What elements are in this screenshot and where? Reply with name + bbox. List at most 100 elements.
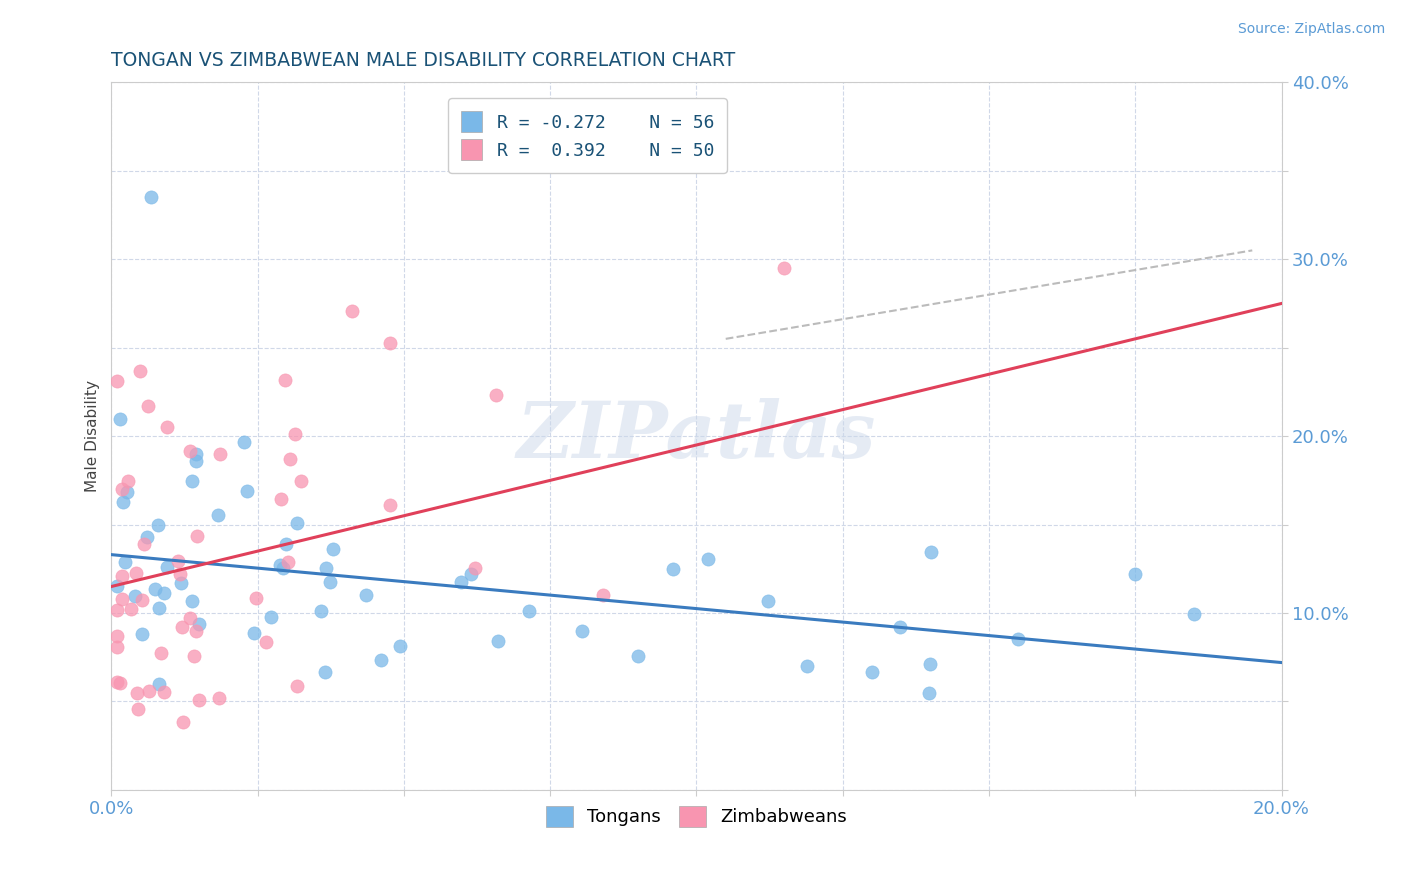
Text: TONGAN VS ZIMBABWEAN MALE DISABILITY CORRELATION CHART: TONGAN VS ZIMBABWEAN MALE DISABILITY COR… [111, 51, 735, 70]
Point [920, 544, 942, 558]
Point [285, 679, 308, 693]
Point [245, 591, 267, 606]
Point [278, 452, 301, 467]
Point [773, 261, 796, 276]
Point [186, 454, 208, 468]
Point [117, 475, 139, 489]
Point [354, 588, 377, 602]
Point [148, 518, 170, 533]
Point [274, 373, 297, 387]
Point [105, 675, 128, 690]
Point [111, 482, 134, 496]
Point [105, 640, 128, 655]
Text: Source: ZipAtlas.com: Source: ZipAtlas.com [1237, 22, 1385, 37]
Point [184, 624, 207, 638]
Point [132, 537, 155, 551]
Point [627, 648, 650, 663]
Point [319, 574, 342, 589]
Point [111, 569, 134, 583]
Point [592, 588, 614, 602]
Point [464, 560, 486, 574]
Point [756, 593, 779, 607]
Y-axis label: Male Disability: Male Disability [86, 380, 100, 492]
Point [172, 715, 194, 730]
Point [290, 474, 312, 488]
Point [156, 559, 179, 574]
Point [131, 593, 153, 607]
Point [269, 558, 291, 572]
Point [135, 530, 157, 544]
Point [150, 647, 173, 661]
Point [232, 435, 254, 450]
Point [571, 624, 593, 639]
Point [105, 629, 128, 643]
Point [139, 190, 162, 204]
Point [181, 474, 204, 488]
Point [697, 552, 720, 566]
Point [315, 560, 337, 574]
Point [183, 649, 205, 664]
Point [460, 566, 482, 581]
Point [179, 444, 201, 458]
Point [236, 484, 259, 499]
Point [108, 676, 131, 690]
Point [311, 604, 333, 618]
Point [125, 686, 148, 700]
Point [207, 508, 229, 522]
Point [111, 495, 134, 509]
Point [270, 491, 292, 506]
Point [370, 653, 392, 667]
Point [342, 304, 364, 318]
Point [179, 611, 201, 625]
Point [314, 665, 336, 680]
Point [271, 560, 294, 574]
Point [170, 620, 193, 634]
Point [1007, 632, 1029, 646]
Point [105, 603, 128, 617]
Point [143, 582, 166, 596]
Point [285, 516, 308, 530]
Point [450, 575, 472, 590]
Point [128, 364, 150, 378]
Point [860, 665, 883, 679]
Point [662, 562, 685, 576]
Text: ZIPatlas: ZIPatlas [517, 398, 876, 475]
Point [166, 554, 188, 568]
Point [153, 685, 176, 699]
Point [208, 691, 231, 706]
Point [188, 693, 211, 707]
Point [124, 589, 146, 603]
Point [284, 426, 307, 441]
Point [125, 566, 148, 580]
Point [105, 374, 128, 388]
Point [170, 575, 193, 590]
Point [378, 498, 401, 512]
Point [254, 635, 277, 649]
Point [148, 677, 170, 691]
Point [181, 593, 204, 607]
Point [1123, 567, 1146, 582]
Point [889, 620, 911, 634]
Point [131, 627, 153, 641]
Point [169, 567, 191, 582]
Point [108, 411, 131, 425]
Point [138, 683, 160, 698]
Point [796, 658, 818, 673]
Point [484, 388, 506, 402]
Point [186, 448, 208, 462]
Point [1182, 607, 1205, 622]
Point [388, 639, 411, 653]
Point [187, 616, 209, 631]
Point [127, 702, 149, 716]
Point [277, 556, 299, 570]
Legend: Tongans, Zimbabweans: Tongans, Zimbabweans [538, 798, 855, 834]
Point [378, 336, 401, 351]
Point [156, 420, 179, 434]
Point [186, 529, 208, 543]
Point [114, 555, 136, 569]
Point [209, 447, 232, 461]
Point [486, 634, 509, 648]
Point [111, 592, 134, 607]
Point [148, 600, 170, 615]
Point [322, 541, 344, 556]
